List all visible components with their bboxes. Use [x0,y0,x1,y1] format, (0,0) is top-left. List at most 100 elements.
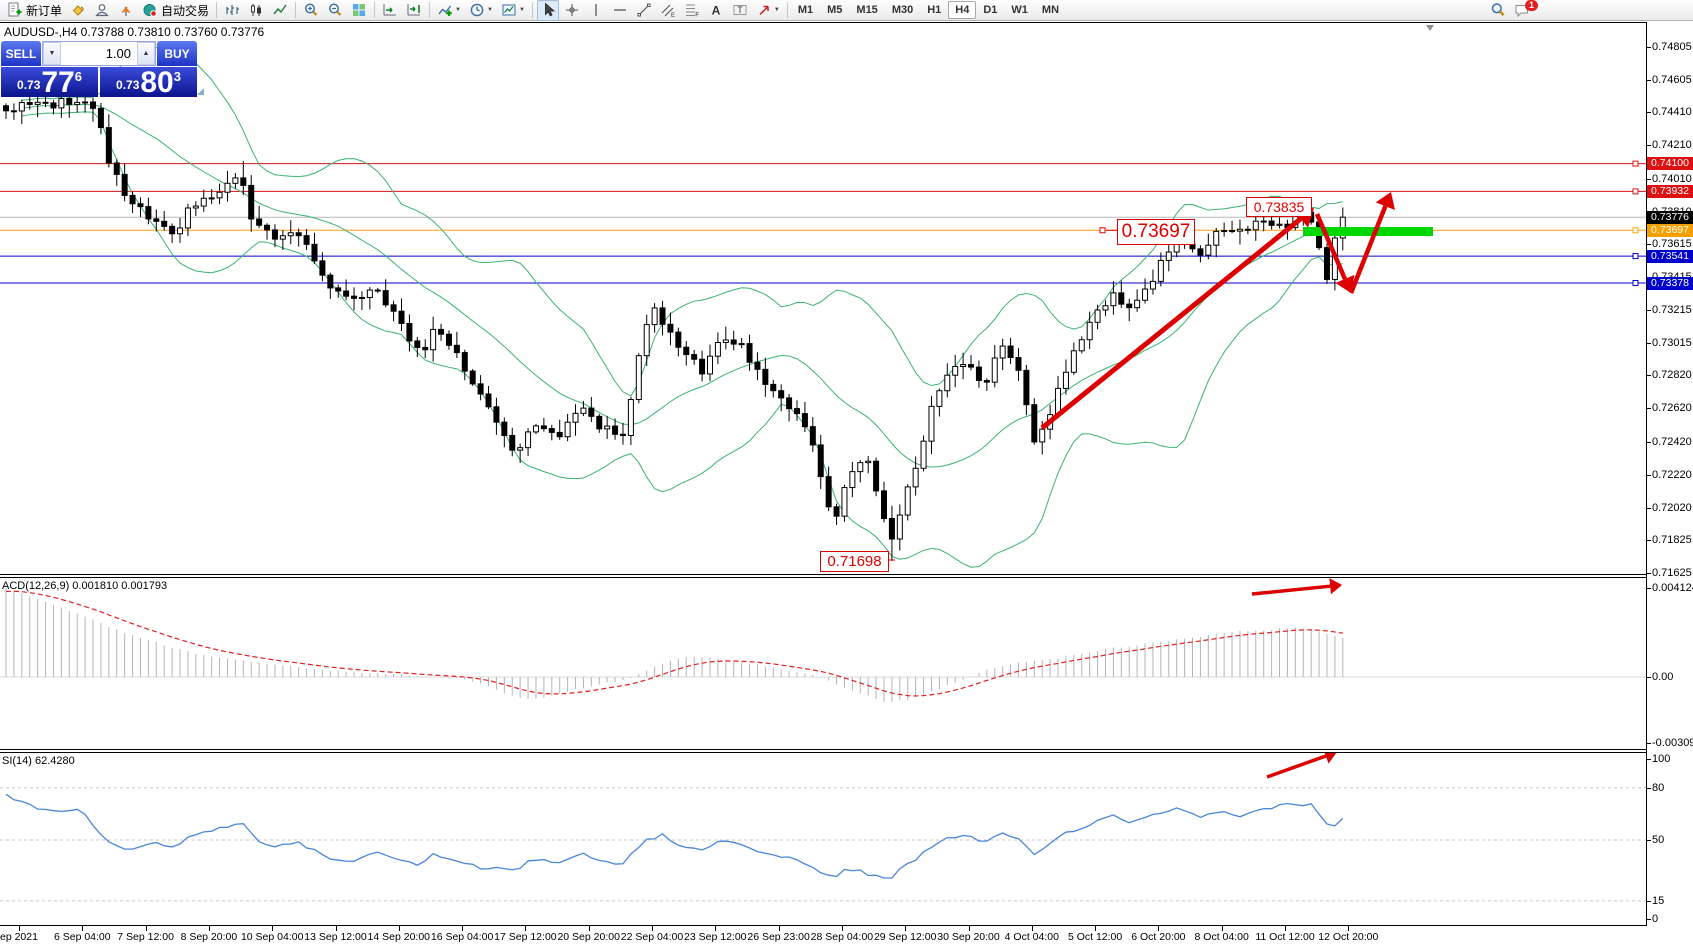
macd-tick-label: -0.003097 [1652,737,1693,749]
rsi-panel[interactable] [0,752,1646,926]
zoomin-icon [305,3,318,16]
timeframe-d1[interactable]: D1 [983,4,998,16]
timeframe-mn[interactable]: MN [1041,4,1060,16]
sell-price[interactable]: 0.73 77 6 [1,67,98,98]
macd-arrow[interactable] [1251,578,1342,596]
clock-icon [470,3,484,17]
price-annotation-label[interactable]: 0.71698 [820,551,889,572]
line-anchor-marker [1632,227,1639,234]
volume-input[interactable]: 1.00 [105,46,131,61]
volume-increase-button[interactable]: ▲ [137,42,155,65]
trendline-button[interactable] [633,0,655,21]
candle-body [999,345,1006,359]
chart-shift-marker[interactable] [1426,25,1434,31]
price-annotation-label[interactable]: 0.73697 [1117,219,1195,245]
cursor-button[interactable] [536,0,559,21]
candle-body [97,107,104,129]
buy-button[interactable]: BUY [157,41,197,66]
candle-body [825,476,832,508]
styler-button[interactable] [67,0,89,21]
candle-body [912,467,919,488]
candle-body [129,194,136,205]
text-button[interactable]: A [705,0,727,21]
sell-button[interactable]: SELL [1,41,41,66]
price-axis-border [1646,22,1647,926]
candlestick-chart-button[interactable] [245,0,267,21]
candle-body [1078,339,1085,352]
timeframe-h4[interactable]: H4 [948,1,977,19]
price-tick-label: 0.74010 [1652,173,1692,185]
green-highlight-bar[interactable] [1303,227,1433,236]
candle-body [74,101,81,105]
timeframe-w1[interactable]: W1 [1011,4,1028,16]
candle-body [983,380,990,383]
candle-body [794,408,800,415]
profile-button[interactable] [91,0,113,21]
sell-price-prefix: 0.73 [17,78,41,92]
price-chart[interactable] [0,22,1646,575]
line-chart-button[interactable] [269,0,291,21]
magnifier-icon [1491,3,1505,17]
candle-body [928,405,935,442]
timeframe-h1[interactable]: H1 [927,4,942,16]
date-label: ep 2021 [0,931,38,943]
candle-body [548,428,555,433]
macd-panel[interactable] [0,577,1646,750]
equidistant-channel-button[interactable]: E [657,0,679,21]
price-annotation-label[interactable]: 0.73835 [1246,197,1312,217]
auto-scroll-button[interactable] [379,0,401,21]
periods-clock-button[interactable]: ▼ [466,0,496,21]
toolbar-separator [295,2,297,18]
tile-windows-button[interactable] [348,0,370,21]
timeframe-m5[interactable]: M5 [827,4,843,16]
buy-price[interactable]: 0.73 80 3 [100,67,197,98]
auto-trading-button[interactable]: 自动交易 [139,0,212,21]
candle-body [105,127,112,164]
signals-button[interactable] [115,0,137,21]
neworder-icon [8,2,22,17]
price-badge: 0.73378 [1647,276,1693,290]
templates-button[interactable]: ▼ [498,0,528,21]
date-label: 11 Oct 12:00 [1255,931,1315,943]
horizontal-line-button[interactable] [609,0,631,21]
timeframe-m30[interactable]: M30 [891,4,914,16]
price-tick-label: 0.73215 [1652,304,1692,316]
arrows-button[interactable]: ▼ [753,0,783,21]
new-order-button[interactable]: 新订单 [4,0,65,21]
bar-chart-button[interactable] [221,0,243,21]
line-anchor-marker [1632,253,1639,260]
chart-shift-button[interactable] [403,0,425,21]
zoom-in-button[interactable] [300,0,322,21]
chevron-down-icon: ▼ [486,7,493,13]
text-label-button[interactable]: T [729,0,751,21]
candle-body [659,307,666,325]
date-label: 8 Sep 20:00 [180,931,238,943]
candle-body [920,440,927,469]
vertical-line-button[interactable] [585,0,607,21]
bollinger-lower [21,111,1343,568]
candle-body [319,260,326,276]
candle-body [667,323,674,333]
autoscroll-icon [383,4,397,16]
toolbar-separator [786,2,788,18]
sell-price-sup: 6 [74,69,82,84]
zoom-out-button[interactable] [324,0,346,21]
crosshair-button[interactable] [561,0,583,21]
panel-collapse-button[interactable] [197,88,204,95]
new-chart-button[interactable]: ▼ [434,0,464,21]
date-label: 23 Sep 12:00 [684,931,747,943]
candle-body [248,184,255,220]
fibonacci-button[interactable]: F [681,0,703,21]
candle-body [960,364,967,368]
volume-decrease-button[interactable]: ▼ [43,42,61,65]
timeframe-m1[interactable]: M1 [797,4,814,16]
candle-body [1221,230,1228,233]
label-icon: T [733,5,747,15]
price-badge: 0.73697 [1647,223,1693,237]
timeframe-m15[interactable]: M15 [856,4,878,16]
candle-body [564,421,571,438]
notifications-button[interactable]: 1 [1511,0,1538,21]
rsi-arrow[interactable] [1266,752,1337,779]
candle-body [1244,228,1251,231]
search-button[interactable] [1487,0,1509,21]
